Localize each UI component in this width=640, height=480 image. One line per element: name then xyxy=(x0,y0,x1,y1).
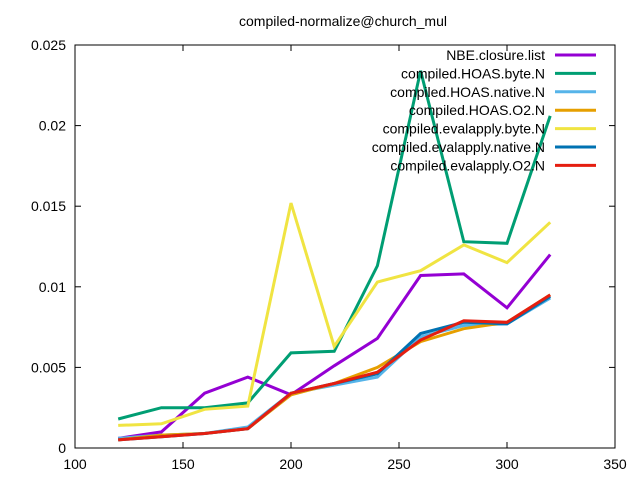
y-tick-label: 0.015 xyxy=(31,198,66,214)
x-tick-label: 100 xyxy=(63,456,87,472)
x-tick-label: 300 xyxy=(495,456,519,472)
series-line-compiled-evalapply-byte-n xyxy=(118,202,552,427)
x-tick-label: 150 xyxy=(171,456,195,472)
y-tick-label: 0 xyxy=(58,440,66,456)
legend-label: compiled.HOAS.native.N xyxy=(390,84,545,100)
series-line-compiled-evalapply-o2-n xyxy=(118,293,552,442)
y-tick-label: 0.005 xyxy=(31,359,66,375)
legend-label: compiled.evalapply.byte.N xyxy=(383,121,545,137)
y-tick-label: 0.02 xyxy=(39,118,66,134)
legend-label: compiled.HOAS.O2.N xyxy=(409,102,545,118)
x-tick-label: 350 xyxy=(603,456,627,472)
legend: NBE.closure.list compiled.HOAS.byte.N comp… xyxy=(372,47,596,173)
series-line-nbe-closure-list xyxy=(117,253,552,440)
x-tick-label: 200 xyxy=(279,456,303,472)
series-line-compiled-hoas-byte-n xyxy=(117,70,552,421)
series-line-compiled-evalapply-native-n xyxy=(118,295,552,442)
legend-label: NBE.closure.list xyxy=(446,47,545,63)
chart-title: compiled-normalize@church_mul xyxy=(239,13,447,29)
y-tick-label: 0.025 xyxy=(31,37,66,53)
legend-label: compiled.evalapply.native.N xyxy=(372,139,545,155)
legend-label: compiled.evalapply.O2.N xyxy=(390,157,545,173)
y-tick-label: 0.01 xyxy=(39,279,66,295)
x-tick-label: 250 xyxy=(387,456,411,472)
axes: 100 150 200 250 300 350 0 0.005 0.01 0.015 0.02 0.0… xyxy=(31,37,627,472)
legend-label: compiled.HOAS.byte.N xyxy=(401,65,545,81)
plot-frame xyxy=(74,44,616,449)
series-group xyxy=(117,70,552,442)
